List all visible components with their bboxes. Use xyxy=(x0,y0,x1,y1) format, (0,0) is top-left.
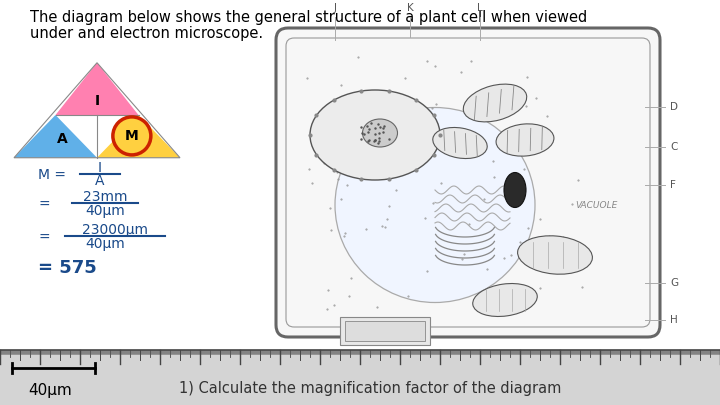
Text: D: D xyxy=(670,102,678,112)
Text: G: G xyxy=(670,278,678,288)
Polygon shape xyxy=(97,115,180,158)
Text: J: J xyxy=(333,3,336,13)
Ellipse shape xyxy=(310,90,440,180)
Text: A: A xyxy=(57,132,68,146)
Circle shape xyxy=(113,117,151,155)
Text: M: M xyxy=(125,129,139,143)
Bar xyxy=(345,321,425,341)
Ellipse shape xyxy=(433,128,487,158)
Ellipse shape xyxy=(518,236,593,274)
Text: 40μm: 40μm xyxy=(85,204,125,218)
Ellipse shape xyxy=(463,84,527,122)
Bar xyxy=(340,317,430,345)
Ellipse shape xyxy=(362,119,397,147)
FancyBboxPatch shape xyxy=(276,28,660,337)
Text: 1) Calculate the magnification factor of the diagram: 1) Calculate the magnification factor of… xyxy=(179,381,561,396)
Text: K: K xyxy=(407,3,413,13)
Text: L: L xyxy=(477,3,483,13)
Ellipse shape xyxy=(335,107,535,303)
Text: C: C xyxy=(670,142,678,152)
Text: =: = xyxy=(38,198,50,212)
Text: H: H xyxy=(670,315,678,325)
Ellipse shape xyxy=(473,284,537,316)
Text: 40μm: 40μm xyxy=(85,237,125,251)
Ellipse shape xyxy=(496,124,554,156)
Text: The diagram below shows the general structure of a plant cell when viewed: The diagram below shows the general stru… xyxy=(30,10,588,25)
Text: 23mm: 23mm xyxy=(83,190,127,204)
Polygon shape xyxy=(55,63,138,115)
Ellipse shape xyxy=(504,173,526,207)
Text: VACUOLE: VACUOLE xyxy=(575,200,617,209)
Text: A: A xyxy=(95,174,104,188)
Text: M =: M = xyxy=(38,168,71,182)
Text: 40μm: 40μm xyxy=(28,383,72,398)
Text: 23000μm: 23000μm xyxy=(82,223,148,237)
Text: =: = xyxy=(38,231,50,245)
Text: under and electron microscope.: under and electron microscope. xyxy=(30,26,263,41)
Text: F: F xyxy=(670,180,676,190)
Bar xyxy=(0,350,720,405)
Polygon shape xyxy=(14,115,97,158)
Text: I: I xyxy=(98,161,102,175)
Text: = 575: = 575 xyxy=(38,259,96,277)
Text: I: I xyxy=(94,94,99,108)
